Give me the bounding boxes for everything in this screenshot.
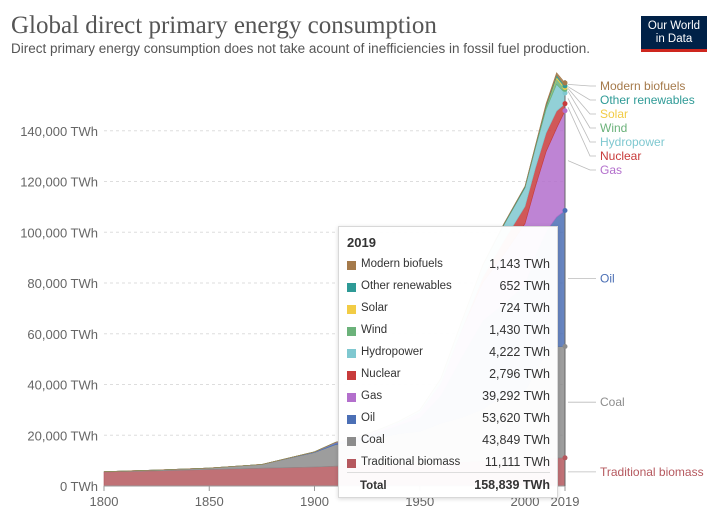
logo-accent-bar [641, 49, 707, 52]
tooltip-row-label: Hydropower [361, 346, 423, 358]
hover-point [562, 108, 568, 114]
y-tick-label: 0 TWh [60, 479, 98, 494]
series-label: Oil [600, 272, 615, 286]
series-label: Solar [600, 107, 628, 121]
series-label: Coal [600, 395, 625, 409]
tooltip-row-value: 2,796 TWh [489, 367, 550, 381]
tooltip-row: Gas 39,292 TWh [347, 387, 550, 409]
tooltip-total-label: Total [360, 480, 387, 492]
tooltip-row-value: 11,111 TWh [484, 455, 550, 469]
chart-title: Global direct primary energy consumption [11, 12, 437, 39]
legend-swatch [347, 349, 356, 358]
tooltip-row: Wind 1,430 TWh [347, 321, 550, 343]
series-label-connector [567, 86, 596, 101]
tooltip-row-value: 4,222 TWh [489, 345, 550, 359]
chart-subtitle: Direct primary energy consumption does n… [11, 41, 591, 56]
axes: 0 TWh 20,000 TWh 40,000 TWh 60,000 TWh 80,00… [20, 124, 579, 509]
series-label-connector [567, 84, 596, 87]
legend-swatch [347, 283, 356, 292]
tooltip-row-value: 652 TWh [499, 279, 551, 293]
legend-swatch [347, 371, 356, 380]
legend-swatch [347, 305, 356, 314]
tooltip-row-label: Nuclear [361, 368, 401, 380]
legend-swatch [347, 437, 356, 446]
x-tick-label: 1900 [300, 494, 329, 509]
series-label: Nuclear [600, 149, 641, 163]
y-tick-label: 60,000 TWh [27, 327, 98, 342]
tooltip-row-label: Modern biofuels [361, 258, 443, 270]
tooltip-row-label: Gas [361, 390, 383, 402]
legend-swatch [347, 459, 356, 468]
series-label: Wind [600, 121, 627, 135]
tooltip-row-label: Wind [361, 324, 388, 336]
series-label-connector [567, 107, 596, 157]
y-tick-label: 20,000 TWh [27, 428, 98, 443]
owid-logo[interactable]: Our World in Data [641, 16, 707, 52]
x-tick-label: 1850 [195, 494, 224, 509]
hover-point [562, 90, 568, 96]
tooltip-row-label: Solar [361, 302, 388, 314]
tooltip-row-value: 43,849 TWh [482, 433, 550, 447]
series-label: Hydropower [600, 135, 665, 149]
tooltip-row: Hydropower 4,222 TWh [347, 343, 550, 365]
y-tick-label: 120,000 TWh [20, 175, 98, 190]
series-label: Traditional biomass [600, 465, 704, 479]
tooltip-row-label: Traditional biomass [361, 456, 461, 468]
tooltip-row: Solar 724 TWh [347, 299, 550, 321]
legend-swatch [347, 393, 356, 402]
tooltip-row: Traditional biomass 11,111 TWh [347, 453, 550, 475]
tooltip: 2019 Modern biofuels 1,143 TWh Other renew… [338, 226, 558, 498]
series-label: Modern biofuels [600, 79, 685, 93]
y-tick-label: 40,000 TWh [27, 378, 98, 393]
logo-line-2: in Data [655, 33, 693, 45]
tooltip-row-value: 39,292 TWh [482, 389, 550, 403]
tooltip-row-label: Oil [361, 412, 376, 424]
legend-swatch [347, 261, 356, 270]
series-label-connector [567, 88, 596, 115]
hover-point [562, 455, 568, 461]
series-label-connector [567, 90, 596, 129]
legend-swatch [347, 327, 356, 336]
y-tick-label: 140,000 TWh [20, 124, 98, 139]
tooltip-row-value: 724 TWh [499, 301, 551, 315]
tooltip-row-value: 53,620 TWh [482, 411, 550, 425]
tooltip-row: Modern biofuels 1,143 TWh [347, 255, 550, 277]
tooltip-row: Oil 53,620 TWh [347, 409, 550, 431]
tooltip-total-row: Total 158,839 TWh [347, 472, 550, 497]
hover-marker [562, 80, 568, 486]
series-label-connector [567, 98, 596, 143]
tooltip-row: Coal 43,849 TWh [347, 431, 550, 453]
tooltip-total-value: 158,839 TWh [474, 478, 550, 492]
y-tick-label: 80,000 TWh [27, 276, 98, 291]
hover-point [562, 207, 568, 213]
legend-swatch [347, 415, 356, 424]
x-tick-label: 1800 [90, 494, 119, 509]
tooltip-row: Other renewables 652 TWh [347, 277, 550, 299]
hover-point [562, 101, 568, 107]
hover-point [562, 80, 568, 86]
series-label: Gas [600, 163, 622, 177]
logo-line-1: Our World [647, 20, 701, 32]
tooltip-row-value: 1,143 TWh [489, 257, 550, 271]
y-tick-label: 100,000 TWh [20, 225, 98, 240]
series-label-connector [567, 160, 596, 171]
tooltip-row-label: Coal [361, 434, 385, 446]
tooltip-row-value: 1,430 TWh [489, 323, 550, 337]
series-label: Other renewables [600, 93, 695, 107]
tooltip-row-label: Other renewables [361, 280, 452, 292]
tooltip-year: 2019 [347, 235, 376, 250]
hover-point [562, 344, 568, 350]
tooltip-row: Nuclear 2,796 TWh [347, 365, 550, 387]
